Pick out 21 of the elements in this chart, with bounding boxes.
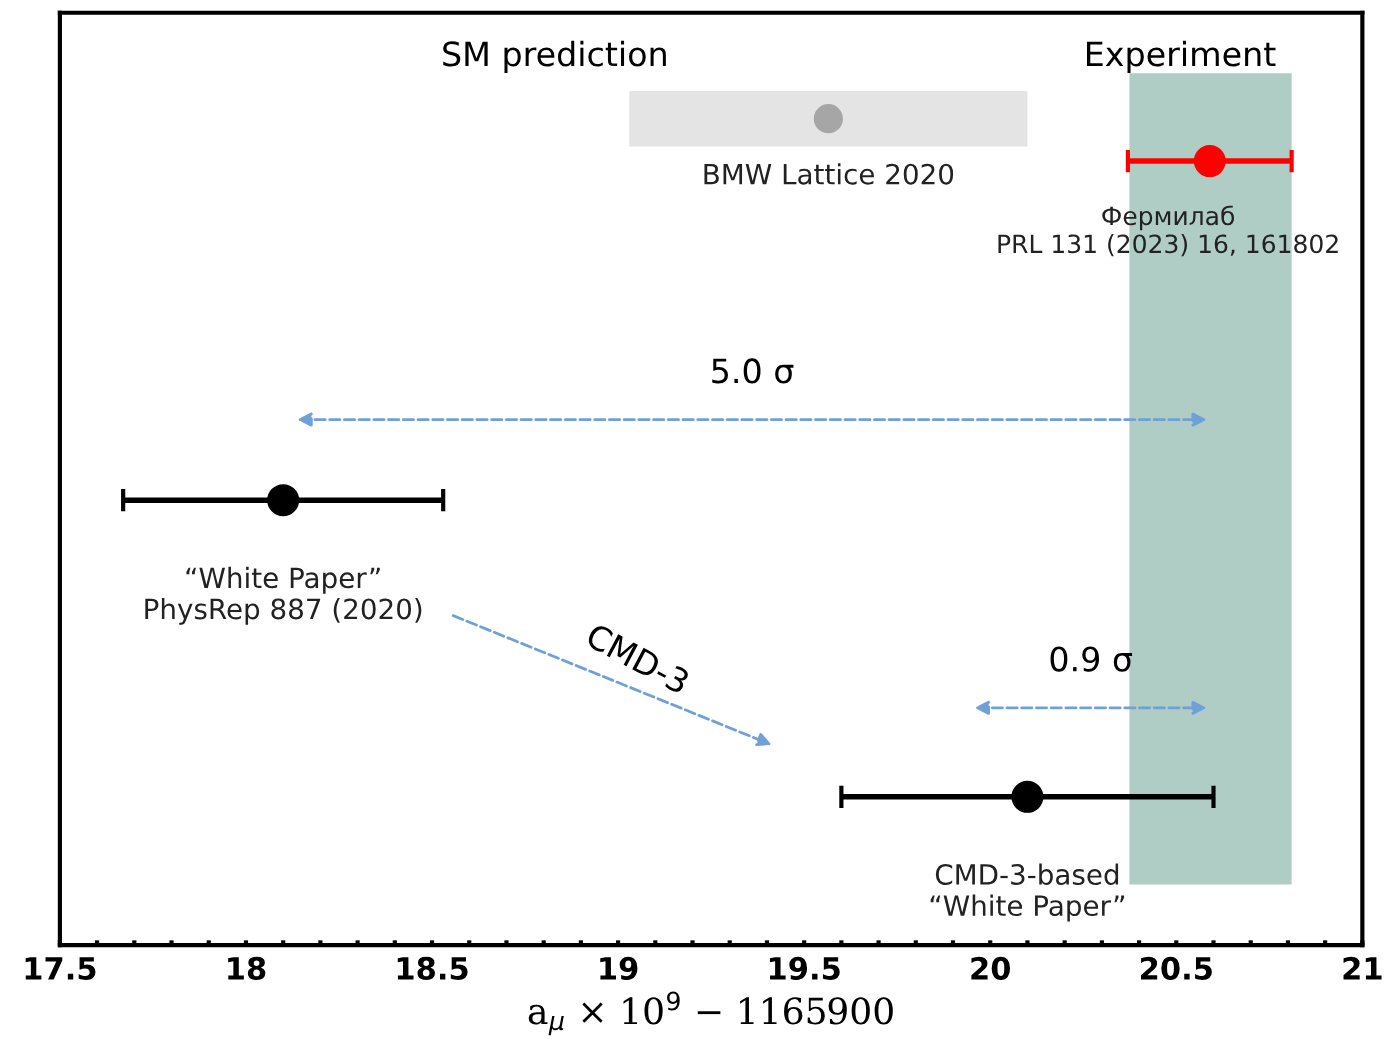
series-label: BMW Lattice 2020 (704, 163, 954, 185)
x-tick-label: 19.5 (769, 956, 840, 980)
text: Фермилаб PRL 131 (2023) 16, 161802 (998, 205, 1338, 257)
point (1011, 780, 1044, 813)
annotation: SM prediction (443, 40, 666, 73)
annotation: 5.0 σ (712, 358, 794, 384)
point (267, 484, 300, 517)
x-tick-label: 18 (228, 956, 266, 980)
point (813, 104, 843, 134)
annotation: 0.9 σ (1050, 646, 1133, 672)
x-tick-label: 20.5 (1141, 956, 1212, 980)
x-axis-title: a$_{μ}$ × 10$^{9}$ − 1165900 (528, 991, 893, 1036)
x-tick-label: 17.5 (25, 957, 96, 980)
text: “White Paper” PhysRep 887 (2020) (145, 566, 422, 625)
x-tick-label: 19 (600, 956, 638, 980)
point (1193, 145, 1226, 178)
x-tick-label: 20 (971, 956, 1011, 980)
annotation: Experiment (1086, 40, 1276, 73)
x-tick-label: 18.5 (397, 956, 468, 980)
x-tick-label: 21 (1343, 956, 1382, 980)
text: CMD-3-based “White Paper” (930, 863, 1125, 922)
